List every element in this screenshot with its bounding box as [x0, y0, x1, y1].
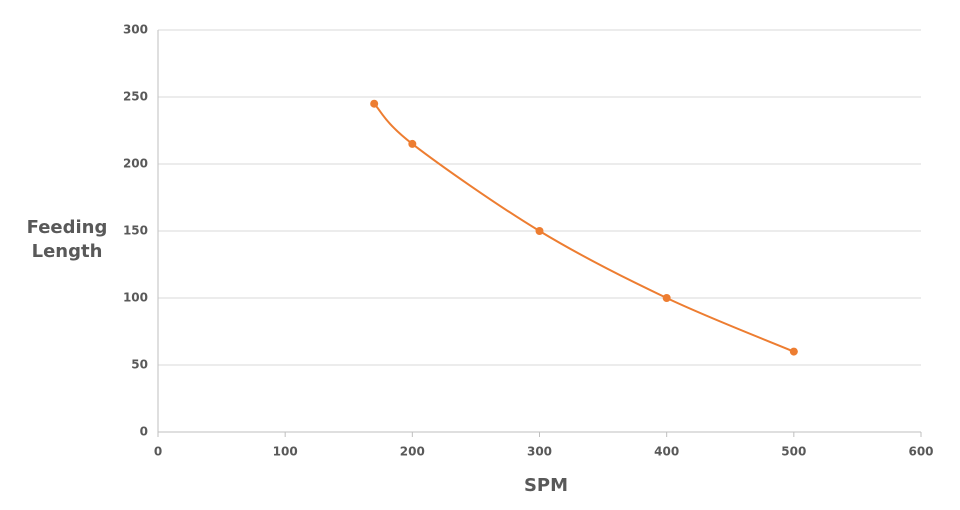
y-tick-label: 150: [123, 224, 148, 238]
y-tick-label: 200: [123, 157, 148, 171]
y-tick-label: 250: [123, 90, 148, 104]
point: [370, 99, 379, 108]
y-tick-label: 100: [123, 291, 148, 305]
point: [535, 227, 544, 235]
y-tick-label: 50: [131, 358, 148, 372]
x-tick-label: 100: [273, 445, 298, 459]
x-tick-label: 600: [908, 445, 933, 459]
y-tick-label: 0: [140, 425, 148, 439]
x-tick-label: 200: [400, 445, 425, 459]
x-axis-title: SPM: [523, 475, 569, 496]
x-tick-label: 400: [654, 445, 679, 459]
series-line: [373, 103, 795, 353]
point: [662, 294, 671, 302]
x-tick-label: 500: [781, 445, 806, 459]
y-axis-title: Feeding Length: [26, 217, 108, 262]
x-tick-label: 0: [154, 445, 162, 459]
x-tick-label: 300: [527, 445, 552, 459]
y-tick-label: 300: [123, 23, 148, 37]
point: [408, 139, 417, 148]
point: [789, 347, 798, 356]
